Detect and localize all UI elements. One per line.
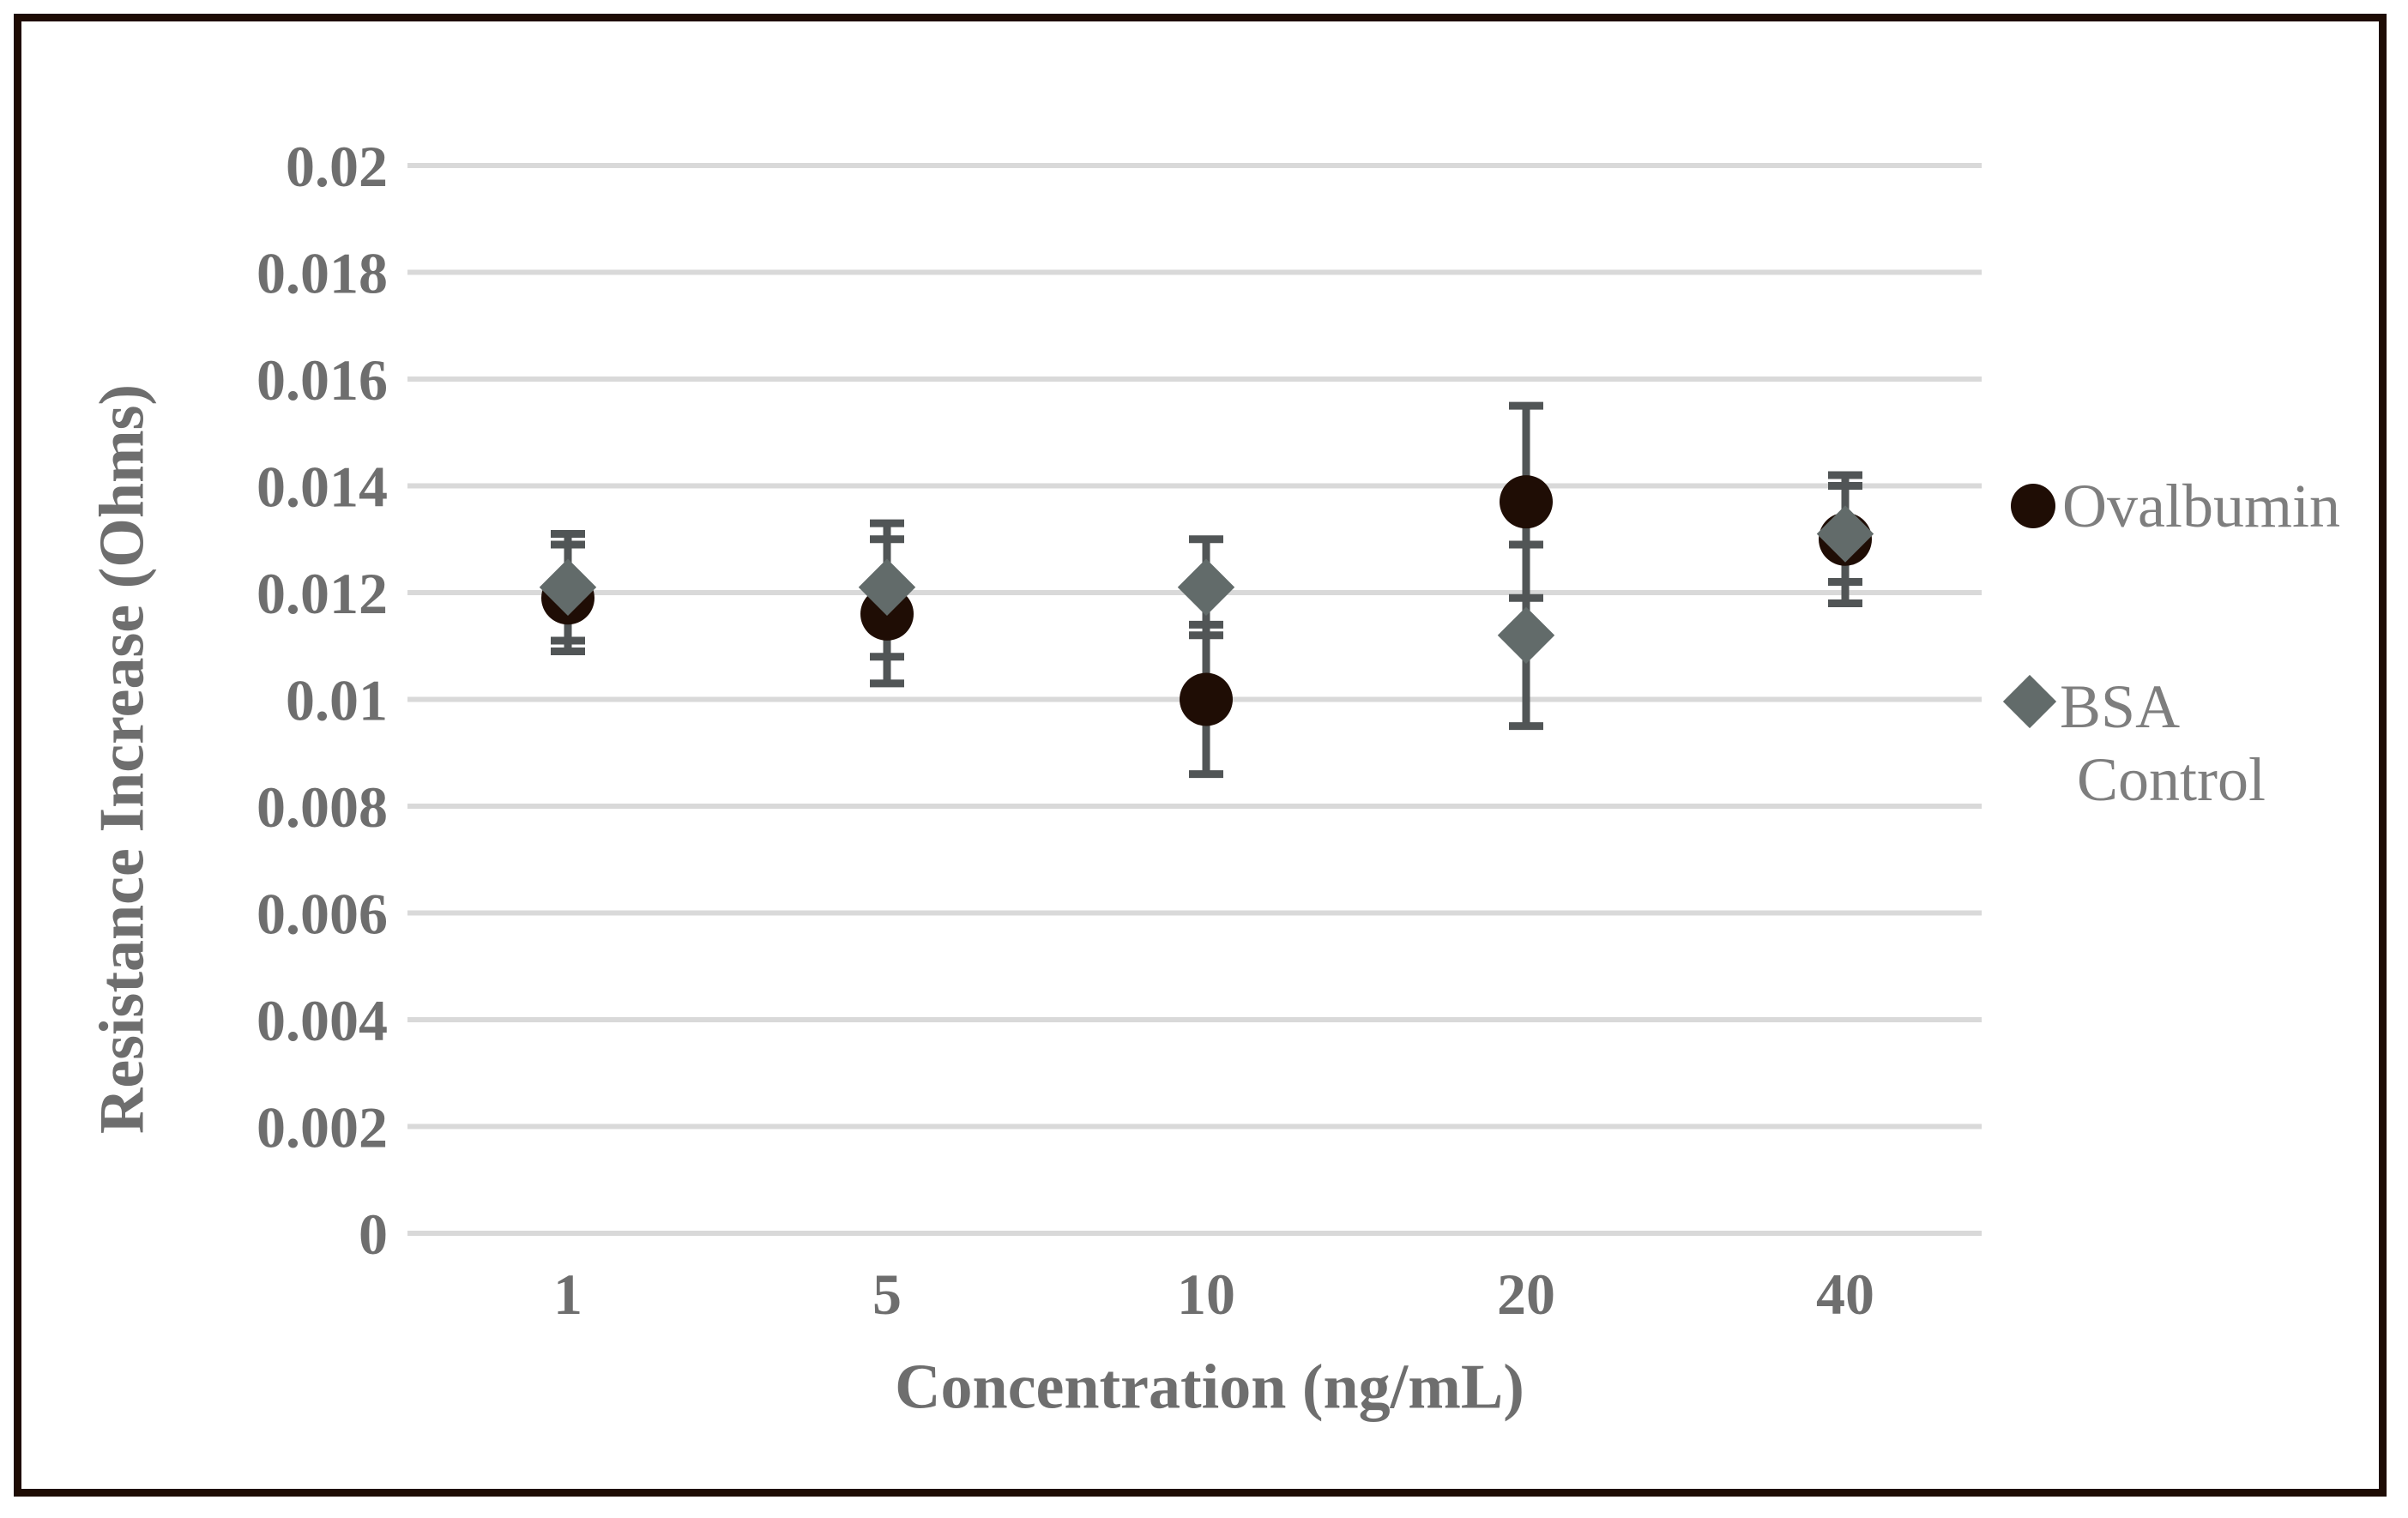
x-tick-label: 5 [872,1262,902,1327]
x-tick-label: 20 [1497,1262,1555,1327]
legend-item-ovalbumin: Ovalbumin [2011,470,2340,543]
marker-ovalbumin-point [1180,672,1233,726]
y-tick-label: 0.012 [256,561,388,626]
y-tick-label: 0.014 [256,455,388,520]
x-tick-label: 10 [1177,1262,1235,1327]
marker-bsa-point [1177,558,1235,617]
y-tick-label: 0.02 [286,134,388,199]
y-tick-label: 0.006 [256,882,388,947]
x-tick-label: 1 [553,1262,582,1327]
legend-item-bsa-control: BSA Control [2002,671,2266,816]
legend-label-bsa-line2: Control [2077,744,2266,814]
ovalbumin-circle-marker-icon [2011,484,2055,529]
y-tick-label: 0 [359,1202,388,1267]
marker-bsa-point [1497,606,1555,665]
x-axis-title: Concentration (ng/mL) [895,1352,1524,1423]
x-tick-label: 40 [1816,1262,1874,1327]
marker-ovalbumin-point [1500,475,1553,529]
chart-frame-border [14,14,2387,1497]
y-tick-label: 0.004 [256,988,388,1053]
marker-bsa-point [539,558,597,617]
y-tick-label: 0.01 [286,668,388,733]
legend-label-ovalbumin: Ovalbumin [2062,472,2340,540]
y-tick-label: 0.016 [256,347,388,413]
bsa-diamond-marker-icon [2002,674,2057,729]
legend-label-bsa-line1: BSA [2060,672,2181,741]
legend-label-bsa-control: BSA Control [2060,671,2266,816]
y-axis-title: Resistance Increase (Ohms) [87,383,158,1135]
y-tick-label: 0.002 [256,1095,388,1160]
marker-bsa-point [1816,505,1874,563]
y-tick-label: 0.008 [256,774,388,840]
y-tick-label: 0.018 [256,241,388,306]
